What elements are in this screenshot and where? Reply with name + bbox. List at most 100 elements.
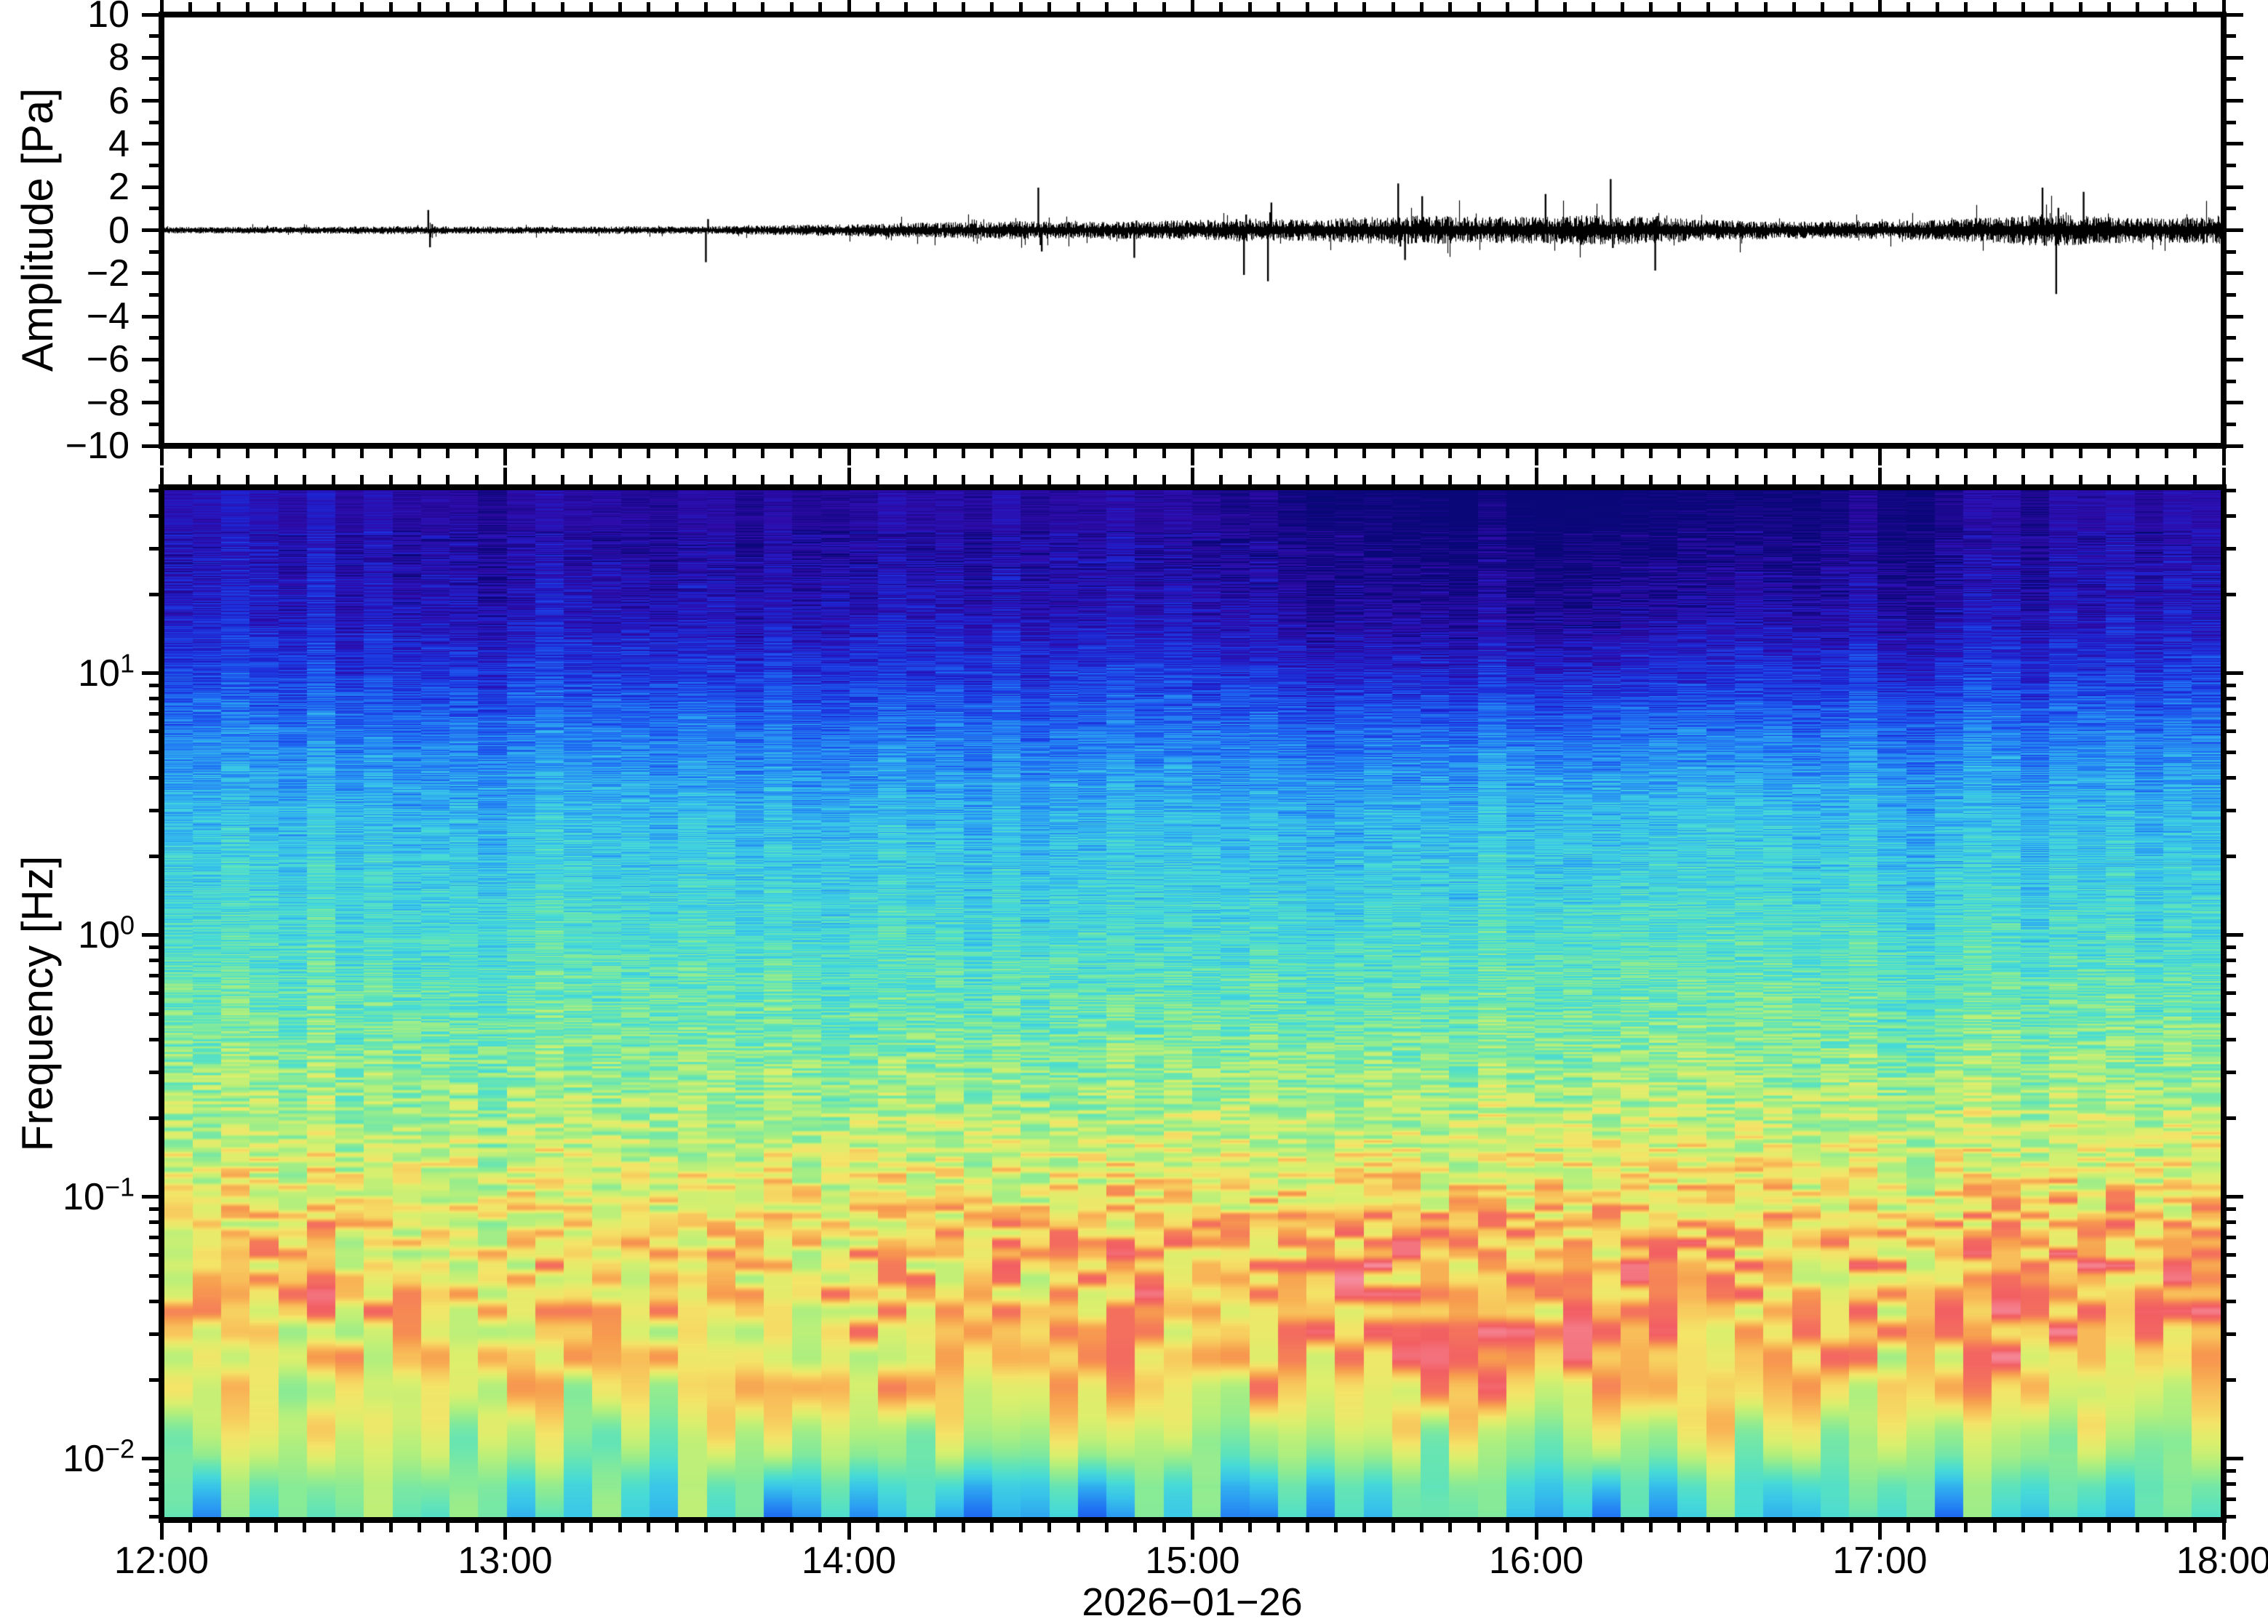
x-tick — [1362, 2, 1367, 12]
spectrogram-y-tick — [2227, 1273, 2236, 1278]
x-tick — [1104, 475, 1109, 484]
x-tick — [618, 1523, 622, 1532]
spectrogram-y-tick — [2227, 775, 2236, 780]
x-tick — [1018, 2, 1023, 12]
x-tick — [2221, 0, 2226, 12]
waveform-y-tick — [149, 207, 159, 211]
x-tick — [1792, 1523, 1796, 1532]
x-tick — [1191, 449, 1194, 465]
x-tick — [2107, 449, 2111, 458]
x-tick — [1333, 2, 1338, 12]
x-tick — [532, 475, 536, 484]
spectrogram-y-tick — [2227, 945, 2236, 949]
x-tick — [2136, 449, 2140, 458]
x-tick — [217, 475, 221, 484]
spectrogram-y-tick — [2227, 683, 2236, 687]
x-tick — [1992, 475, 1997, 484]
x-tick — [789, 449, 794, 458]
waveform-y-tick — [142, 314, 159, 319]
x-tick — [1047, 475, 1052, 484]
waveform-y-tick — [149, 379, 159, 383]
spectrogram-y-tick — [2227, 546, 2236, 551]
x-tick — [933, 1523, 937, 1532]
waveform-y-tick-label: 2 — [108, 166, 129, 209]
spectrogram-y-tick-label: 10−1 — [63, 1172, 135, 1218]
spectrogram-y-tick — [2227, 1195, 2243, 1199]
x-tick — [1047, 2, 1052, 12]
x-tick — [1992, 2, 1997, 12]
x-tick — [1878, 468, 1882, 484]
x-tick — [2050, 449, 2054, 458]
x-tick — [1906, 449, 1911, 458]
x-tick — [1477, 2, 1481, 12]
waveform-y-tick — [2227, 228, 2243, 232]
x-tick — [1391, 449, 1395, 458]
x-tick — [1562, 475, 1567, 484]
x-tick — [560, 475, 564, 484]
spectrogram-y-tick — [2227, 1070, 2236, 1074]
spectrogram-y-tick — [149, 546, 159, 551]
x-tick — [1047, 1523, 1052, 1532]
spectrogram-y-tick — [149, 959, 159, 963]
x-tick — [159, 1523, 164, 1540]
x-tick — [933, 475, 937, 484]
x-tick — [1191, 1523, 1194, 1540]
spectrogram-heatmap-canvas — [164, 490, 2221, 1517]
x-tick — [990, 1523, 994, 1532]
x-tick — [446, 449, 450, 458]
x-tick — [1506, 1523, 1510, 1532]
spectrogram-y-tick — [2227, 750, 2236, 754]
x-tick — [474, 475, 479, 484]
spectrogram-y-tick — [149, 729, 159, 734]
x-tick — [904, 475, 909, 484]
x-tick — [2050, 475, 2054, 484]
x-tick — [1191, 0, 1194, 12]
x-tick — [1104, 2, 1109, 12]
waveform-y-tick-label: 4 — [108, 122, 129, 165]
spectrogram-y-tick — [2227, 697, 2236, 701]
spectrogram-y-tick — [149, 513, 159, 518]
x-tick — [818, 475, 823, 484]
waveform-y-tick — [2227, 401, 2243, 405]
x-tick — [1219, 2, 1223, 12]
spectrogram-y-tick — [149, 1299, 159, 1303]
waveform-trace-canvas — [164, 17, 2221, 443]
x-tick — [446, 2, 450, 12]
spectrogram-y-tick — [149, 1037, 159, 1041]
x-tick — [732, 475, 736, 484]
spectrogram-y-tick — [149, 1482, 159, 1487]
x-tick — [1420, 475, 1424, 484]
x-tick — [2164, 1523, 2168, 1532]
x-tick — [2078, 475, 2083, 484]
x-tick — [1562, 449, 1567, 458]
x-tick — [274, 449, 278, 458]
x-tick — [1964, 475, 1968, 484]
x-tick — [1305, 475, 1309, 484]
x-tick — [962, 1523, 965, 1532]
x-tick — [503, 449, 507, 465]
x-tick — [1247, 2, 1252, 12]
x-tick — [274, 475, 278, 484]
spectrogram-y-tick — [2227, 1482, 2236, 1487]
x-tick — [532, 1523, 536, 1532]
x-tick — [360, 1523, 364, 1532]
waveform-y-tick — [2227, 120, 2236, 124]
waveform-y-tick — [142, 228, 159, 232]
spectrogram-y-tick — [2227, 959, 2236, 963]
x-tick — [274, 1523, 278, 1532]
waveform-y-tick-label: 0 — [108, 209, 129, 252]
x-tick — [159, 468, 164, 484]
waveform-y-tick — [2227, 142, 2243, 146]
x-tick — [2078, 2, 2083, 12]
x-tick — [474, 2, 479, 12]
x-tick — [1018, 449, 1023, 458]
spectrogram-y-tick — [2227, 1299, 2236, 1303]
waveform-y-tick — [149, 249, 159, 254]
x-tick — [1592, 1523, 1596, 1532]
x-tick — [503, 468, 507, 484]
x-tick — [560, 1523, 564, 1532]
waveform-y-tick — [2227, 292, 2236, 297]
x-tick — [675, 475, 679, 484]
x-tick — [2221, 449, 2226, 465]
x-tick — [761, 449, 765, 458]
